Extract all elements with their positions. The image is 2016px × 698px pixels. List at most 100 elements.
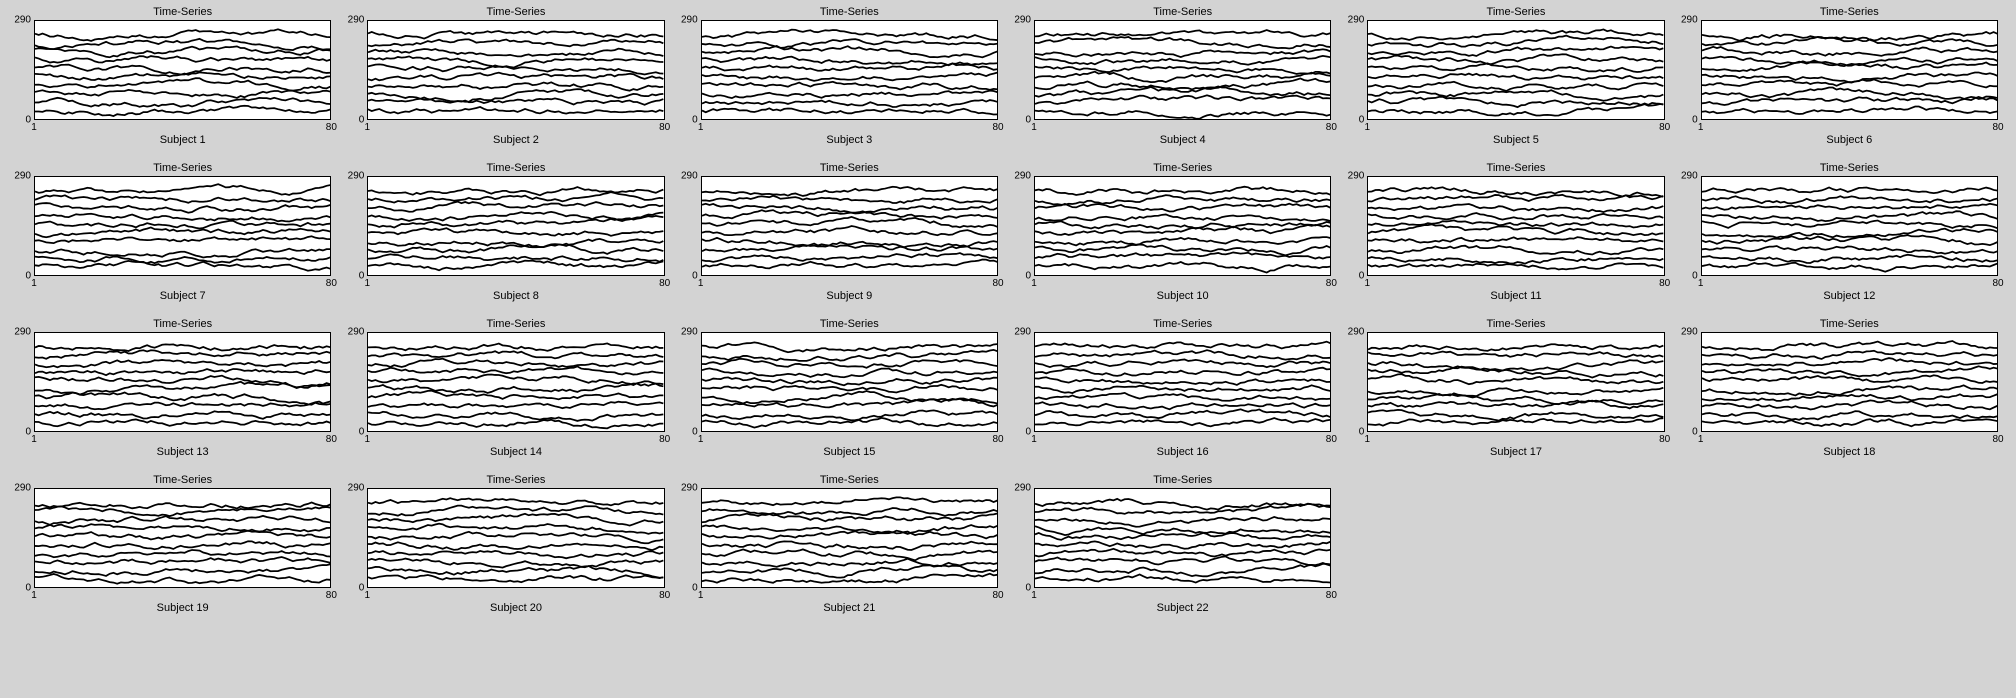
y-tick-label: 0 — [359, 115, 365, 126]
series-line — [702, 253, 997, 262]
series-line — [368, 82, 663, 90]
plot-area: 0290180 — [701, 488, 998, 588]
series-line — [1368, 187, 1663, 197]
x-tick-label: 80 — [992, 590, 1003, 601]
x-tick-label: 80 — [1326, 278, 1337, 289]
y-tick-label: 0 — [25, 271, 31, 282]
series-line — [35, 344, 330, 351]
y-tick-label: 0 — [25, 115, 31, 126]
plot-svg — [34, 20, 331, 120]
chart-panel: Stacked RegionsTime-Series0290180Subject… — [8, 4, 341, 160]
series-line — [368, 228, 663, 236]
chart-title: Time-Series — [367, 318, 664, 330]
series-line — [35, 203, 330, 213]
plot-area: 0290180 — [701, 176, 998, 276]
plot-svg — [701, 332, 998, 432]
series-line — [1035, 574, 1330, 582]
series-line — [702, 187, 997, 196]
plot-svg — [1034, 20, 1331, 120]
series-line — [1035, 214, 1330, 221]
y-tick-label: 290 — [681, 483, 698, 494]
series-line — [1702, 79, 1997, 87]
series-line — [1035, 533, 1330, 540]
series-line — [35, 72, 330, 80]
series-line — [1035, 78, 1330, 89]
chart-panel: Stacked RegionsTime-Series0290180Subject… — [1008, 316, 1341, 472]
x-tick-label: 80 — [1992, 122, 2003, 133]
series-line — [1035, 541, 1330, 548]
series-line — [1702, 341, 1997, 350]
x-tick-label: 1 — [31, 434, 37, 445]
series-line — [35, 106, 330, 116]
series-line — [35, 350, 330, 359]
x-axis-label: Subject 19 — [34, 602, 331, 614]
series-line — [1035, 262, 1330, 273]
series-line — [368, 351, 663, 358]
series-line — [368, 532, 663, 543]
series-line — [702, 260, 997, 269]
series-line — [368, 559, 663, 568]
series-line — [35, 516, 330, 525]
chart-title: Time-Series — [1701, 318, 1998, 330]
series-line — [1702, 411, 1997, 420]
series-line — [702, 82, 997, 90]
series-line — [1368, 74, 1663, 80]
series-line — [35, 98, 330, 107]
series-line — [35, 524, 330, 531]
y-tick-label: 290 — [14, 327, 31, 338]
series-line — [1035, 111, 1330, 119]
plot-area: 0290180 — [1701, 20, 1998, 120]
plot-area: 0290180 — [34, 488, 331, 588]
x-axis-label: Subject 22 — [1034, 602, 1331, 614]
series-line — [35, 46, 330, 57]
series-line — [1368, 344, 1663, 351]
series-line — [1035, 359, 1330, 367]
series-line — [35, 195, 330, 202]
chart-panel: Stacked RegionsTime-Series0290180Subject… — [8, 472, 341, 628]
series-line — [35, 506, 330, 516]
chart-panel: Stacked RegionsTime-Series0290180Subject… — [675, 316, 1008, 472]
series-line — [368, 343, 663, 350]
x-axis-label: Subject 9 — [701, 290, 998, 302]
series-line — [35, 236, 330, 243]
series-line — [1702, 263, 1997, 272]
y-tick-label: 0 — [1359, 427, 1365, 438]
plot-area: 0290180 — [1034, 176, 1331, 276]
y-tick-label: 0 — [1025, 271, 1031, 282]
plot-svg — [34, 176, 331, 276]
x-axis-label: Subject 13 — [34, 446, 331, 458]
x-tick-label: 1 — [698, 278, 704, 289]
series-line — [1702, 246, 1997, 254]
chart-panel: Stacked RegionsTime-Series0290180Subject… — [1008, 4, 1341, 160]
x-axis-label: Subject 11 — [1367, 290, 1664, 302]
chart-panel: Stacked RegionsTime-Series0290180Subject… — [341, 160, 674, 316]
plot-area: 0290180 — [701, 20, 998, 120]
chart-panel: Stacked RegionsTime-Series0290180Subject… — [8, 160, 341, 316]
x-tick-label: 1 — [31, 278, 37, 289]
chart-title: Time-Series — [367, 6, 664, 18]
x-axis-label: Subject 6 — [1701, 134, 1998, 146]
series-line — [368, 366, 663, 374]
series-line — [35, 249, 330, 258]
plot-svg — [367, 20, 664, 120]
series-line — [1702, 47, 1997, 56]
series-line — [1035, 195, 1330, 205]
series-line — [368, 542, 663, 550]
plot-area: 0290180 — [34, 176, 331, 276]
series-line — [702, 46, 997, 57]
plot-svg — [1034, 176, 1331, 276]
y-tick-label: 0 — [1359, 115, 1365, 126]
series-line — [1368, 36, 1663, 47]
x-tick-label: 80 — [659, 278, 670, 289]
series-line — [1702, 72, 1997, 82]
x-tick-label: 1 — [365, 590, 371, 601]
series-line — [702, 541, 997, 550]
series-line — [1035, 385, 1330, 393]
series-line — [368, 212, 663, 221]
plot-svg — [701, 176, 998, 276]
y-tick-label: 290 — [1014, 483, 1031, 494]
chart-panel: Stacked RegionsTime-Series0290180Subject… — [1675, 316, 2008, 472]
x-tick-label: 1 — [365, 434, 371, 445]
series-line — [1035, 409, 1330, 418]
series-line — [368, 402, 663, 408]
